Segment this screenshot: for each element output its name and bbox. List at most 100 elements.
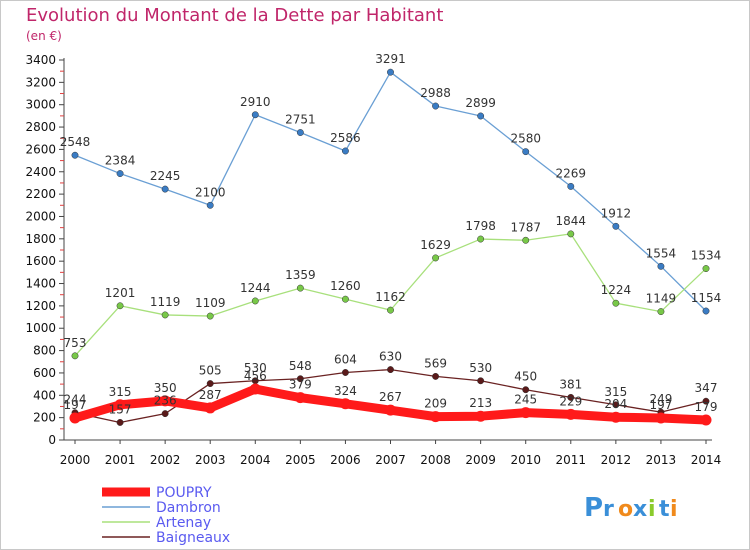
y-tick-label: 2000 [25, 209, 56, 223]
x-tick-label: 2003 [195, 453, 226, 467]
chart-title: Evolution du Montant de la Dette par Hab… [26, 5, 444, 26]
data-label-artenay: 1787 [510, 220, 541, 234]
data-point-dambron [161, 185, 169, 193]
data-label-poupry: 287 [199, 388, 222, 402]
data-label-baigneaux: 236 [154, 394, 177, 408]
data-point-poupry [610, 411, 622, 423]
data-point-dambron [387, 68, 394, 76]
data-point-baigneaux [567, 393, 575, 401]
data-label-baigneaux: 244 [64, 393, 87, 407]
data-point-poupry [159, 395, 171, 407]
y-tick-label: 1000 [25, 321, 56, 335]
data-label-artenay: 1119 [150, 295, 181, 309]
data-label-dambron: 2384 [105, 154, 136, 168]
data-point-artenay [612, 299, 620, 307]
data-label-poupry: 350 [154, 381, 177, 395]
data-label-artenay: 1149 [646, 292, 677, 306]
data-point-artenay [296, 284, 304, 292]
data-label-artenay: 1844 [556, 214, 587, 228]
data-label-dambron: 2580 [510, 132, 541, 146]
x-tick-label: 2011 [556, 453, 587, 467]
data-label-baigneaux: 315 [604, 385, 627, 399]
data-label-poupry: 229 [559, 394, 582, 408]
data-point-artenay [477, 235, 485, 243]
data-label-baigneaux: 530 [244, 361, 267, 375]
data-label-poupry: 209 [424, 397, 447, 411]
data-label-poupry: 315 [109, 385, 132, 399]
data-point-artenay [387, 306, 394, 314]
legend-label-artenay: Artenay [156, 515, 211, 531]
data-label-baigneaux: 604 [334, 352, 357, 366]
data-label-dambron: 2245 [150, 169, 181, 183]
data-label-artenay: 1109 [195, 296, 226, 310]
data-point-baigneaux [161, 410, 169, 418]
data-point-dambron [116, 170, 124, 178]
data-point-artenay [702, 265, 710, 273]
data-label-artenay: 1629 [420, 238, 451, 252]
series-points [69, 68, 712, 426]
y-tick-label: 0 [48, 433, 56, 447]
data-label-poupry: 204 [604, 397, 627, 411]
x-tick-label: 2013 [646, 453, 677, 467]
x-tick-label: 2005 [285, 453, 316, 467]
data-point-poupry [475, 410, 487, 422]
data-label-dambron: 1154 [691, 291, 722, 305]
data-label-artenay: 1224 [601, 283, 632, 297]
logo-letter: i [648, 497, 656, 522]
data-point-dambron [657, 262, 665, 270]
data-point-dambron [522, 148, 530, 156]
data-point-poupry [339, 398, 351, 410]
data-point-artenay [567, 230, 575, 238]
data-label-dambron: 2269 [556, 166, 587, 180]
x-tick-label: 2008 [420, 453, 451, 467]
data-point-baigneaux [206, 380, 214, 388]
data-point-dambron [432, 102, 440, 110]
data-label-poupry: 197 [649, 398, 672, 412]
logo-letter: P [584, 493, 603, 523]
data-label-artenay: 1260 [330, 279, 361, 293]
x-tick-label: 2004 [240, 453, 271, 467]
data-label-baigneaux: 530 [469, 361, 492, 375]
data-point-artenay [522, 236, 530, 244]
y-tick-label: 600 [33, 366, 56, 380]
y-tick-label: 2600 [25, 142, 56, 156]
data-label-dambron: 2548 [60, 135, 91, 149]
x-tick-label: 2010 [510, 453, 541, 467]
y-tick-label: 200 [33, 411, 56, 425]
y-tick-label: 1200 [25, 299, 56, 313]
data-label-baigneaux: 347 [695, 381, 718, 395]
legend-label-poupry: POUPRY [156, 485, 212, 501]
data-label-poupry: 245 [514, 393, 537, 407]
data-point-poupry [249, 383, 261, 395]
data-point-dambron [477, 112, 485, 120]
data-label-poupry: 456 [244, 369, 267, 383]
x-tick-label: 2012 [601, 453, 632, 467]
chart-unit-label: (en €) [26, 29, 62, 43]
data-label-artenay: 1798 [465, 219, 496, 233]
data-point-artenay [161, 311, 169, 319]
data-point-artenay [71, 352, 79, 360]
x-tick-label: 2000 [60, 453, 91, 467]
data-point-poupry [69, 412, 81, 424]
data-point-artenay [206, 312, 214, 320]
data-label-artenay: 753 [64, 336, 87, 350]
y-tick-label: 2400 [25, 165, 56, 179]
logo-letter: x [633, 497, 647, 522]
data-labels: 2548 2384 2245 2100 2910 2751 2586 3291 2988 2899… [60, 52, 722, 416]
y-tick-label: 1400 [25, 277, 56, 291]
data-label-baigneaux: 505 [199, 364, 222, 378]
data-label-dambron: 2910 [240, 95, 271, 109]
data-point-baigneaux [477, 377, 485, 385]
data-label-baigneaux: 249 [649, 392, 672, 406]
data-label-artenay: 1244 [240, 281, 271, 295]
data-label-baigneaux: 569 [424, 356, 447, 370]
data-point-poupry [430, 411, 442, 423]
y-tick-label: 3000 [25, 98, 56, 112]
data-point-baigneaux [116, 419, 124, 426]
data-point-poupry [294, 392, 306, 404]
logo-letter: o [618, 497, 633, 522]
data-label-poupry: 213 [469, 396, 492, 410]
chart-axes: 0 200 400 600 800 1000 1200 1400 1600 1800 2000 220… [25, 53, 721, 467]
data-label-dambron: 1554 [646, 246, 677, 260]
